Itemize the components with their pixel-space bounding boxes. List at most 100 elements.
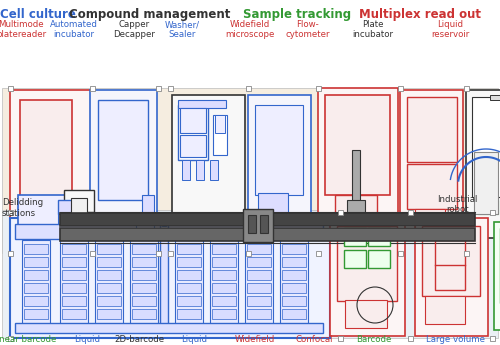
Bar <box>60 228 475 241</box>
Text: Widefield
microscope: Widefield microscope <box>230 335 280 345</box>
Text: Liquid
handler: Liquid handler <box>71 335 104 345</box>
Bar <box>245 240 273 325</box>
Bar <box>132 309 156 319</box>
Bar <box>177 270 201 280</box>
Bar <box>95 240 123 325</box>
Bar <box>90 86 94 90</box>
Bar <box>24 283 48 293</box>
Bar <box>8 86 12 90</box>
Bar <box>318 88 398 243</box>
Bar <box>210 240 238 325</box>
Bar <box>338 335 342 341</box>
Bar <box>196 160 204 180</box>
Bar <box>15 323 323 333</box>
Text: Liquid
dispenser: Liquid dispenser <box>173 335 215 345</box>
Bar <box>282 257 306 267</box>
Bar <box>168 250 172 256</box>
Bar <box>168 86 172 90</box>
Bar <box>490 335 494 341</box>
Bar <box>280 240 308 325</box>
Bar <box>177 309 201 319</box>
Bar <box>255 105 303 195</box>
Bar <box>316 250 320 256</box>
Bar <box>156 250 160 256</box>
Bar <box>60 213 475 226</box>
Bar <box>90 250 94 256</box>
Bar <box>182 160 190 180</box>
Text: Industrial
robot: Industrial robot <box>438 195 478 214</box>
Bar <box>97 244 121 254</box>
Bar <box>10 218 330 338</box>
Bar <box>247 296 271 306</box>
Bar <box>136 215 154 229</box>
Bar <box>62 283 86 293</box>
Bar <box>243 209 273 242</box>
Bar <box>98 100 148 200</box>
Text: Washer/
Sealer: Washer/ Sealer <box>165 20 200 39</box>
Bar <box>177 244 201 254</box>
Bar <box>97 270 121 280</box>
Bar <box>330 218 405 336</box>
Bar <box>325 95 390 195</box>
Bar <box>474 152 498 214</box>
Bar <box>62 270 86 280</box>
Bar <box>282 270 306 280</box>
Bar <box>180 135 206 157</box>
Text: Multimode
platereader: Multimode platereader <box>0 20 46 39</box>
Text: Confocal
microscope: Confocal microscope <box>290 335 339 345</box>
Bar <box>472 97 500 197</box>
Bar <box>398 86 402 90</box>
Bar <box>20 100 72 200</box>
Bar <box>247 244 271 254</box>
Bar <box>24 309 48 319</box>
Bar <box>352 150 360 220</box>
Text: Plate
incubator: Plate incubator <box>352 20 393 39</box>
Bar <box>246 250 250 256</box>
Bar <box>60 240 88 325</box>
Bar <box>62 309 86 319</box>
Text: Cell culture: Cell culture <box>0 8 76 21</box>
Bar <box>180 108 206 133</box>
Bar <box>2 88 498 253</box>
Bar <box>8 209 12 215</box>
Bar <box>97 309 121 319</box>
Bar <box>62 244 86 254</box>
Bar <box>258 193 288 228</box>
Bar <box>175 240 203 325</box>
Bar <box>8 250 12 256</box>
Bar <box>344 228 366 246</box>
Bar <box>132 296 156 306</box>
Bar <box>58 200 78 214</box>
Bar <box>18 195 76 225</box>
Bar <box>162 223 166 226</box>
Bar <box>64 190 94 212</box>
Bar <box>212 283 236 293</box>
Bar <box>407 97 457 162</box>
Bar <box>342 222 392 287</box>
Bar <box>215 115 225 133</box>
Text: Liquid
reservoir: Liquid reservoir <box>431 20 469 39</box>
Bar <box>212 296 236 306</box>
Bar <box>64 213 94 235</box>
Bar <box>282 296 306 306</box>
Bar <box>156 86 160 90</box>
Bar <box>71 198 87 214</box>
Bar <box>316 86 320 90</box>
Bar <box>212 309 236 319</box>
Bar <box>172 95 245 235</box>
Bar <box>464 86 468 90</box>
Bar <box>338 209 342 215</box>
Text: Capper
Decapper: Capper Decapper <box>113 20 155 39</box>
Bar <box>344 250 366 268</box>
Bar <box>178 100 226 108</box>
Bar <box>22 240 50 325</box>
Bar <box>248 215 256 233</box>
Text: Linear barcode
reader: Linear barcode reader <box>0 335 56 345</box>
Bar <box>435 240 465 290</box>
Bar <box>282 244 306 254</box>
Bar <box>478 200 498 214</box>
Bar <box>494 222 500 330</box>
Bar <box>212 257 236 267</box>
Bar <box>24 270 48 280</box>
Bar <box>212 244 236 254</box>
